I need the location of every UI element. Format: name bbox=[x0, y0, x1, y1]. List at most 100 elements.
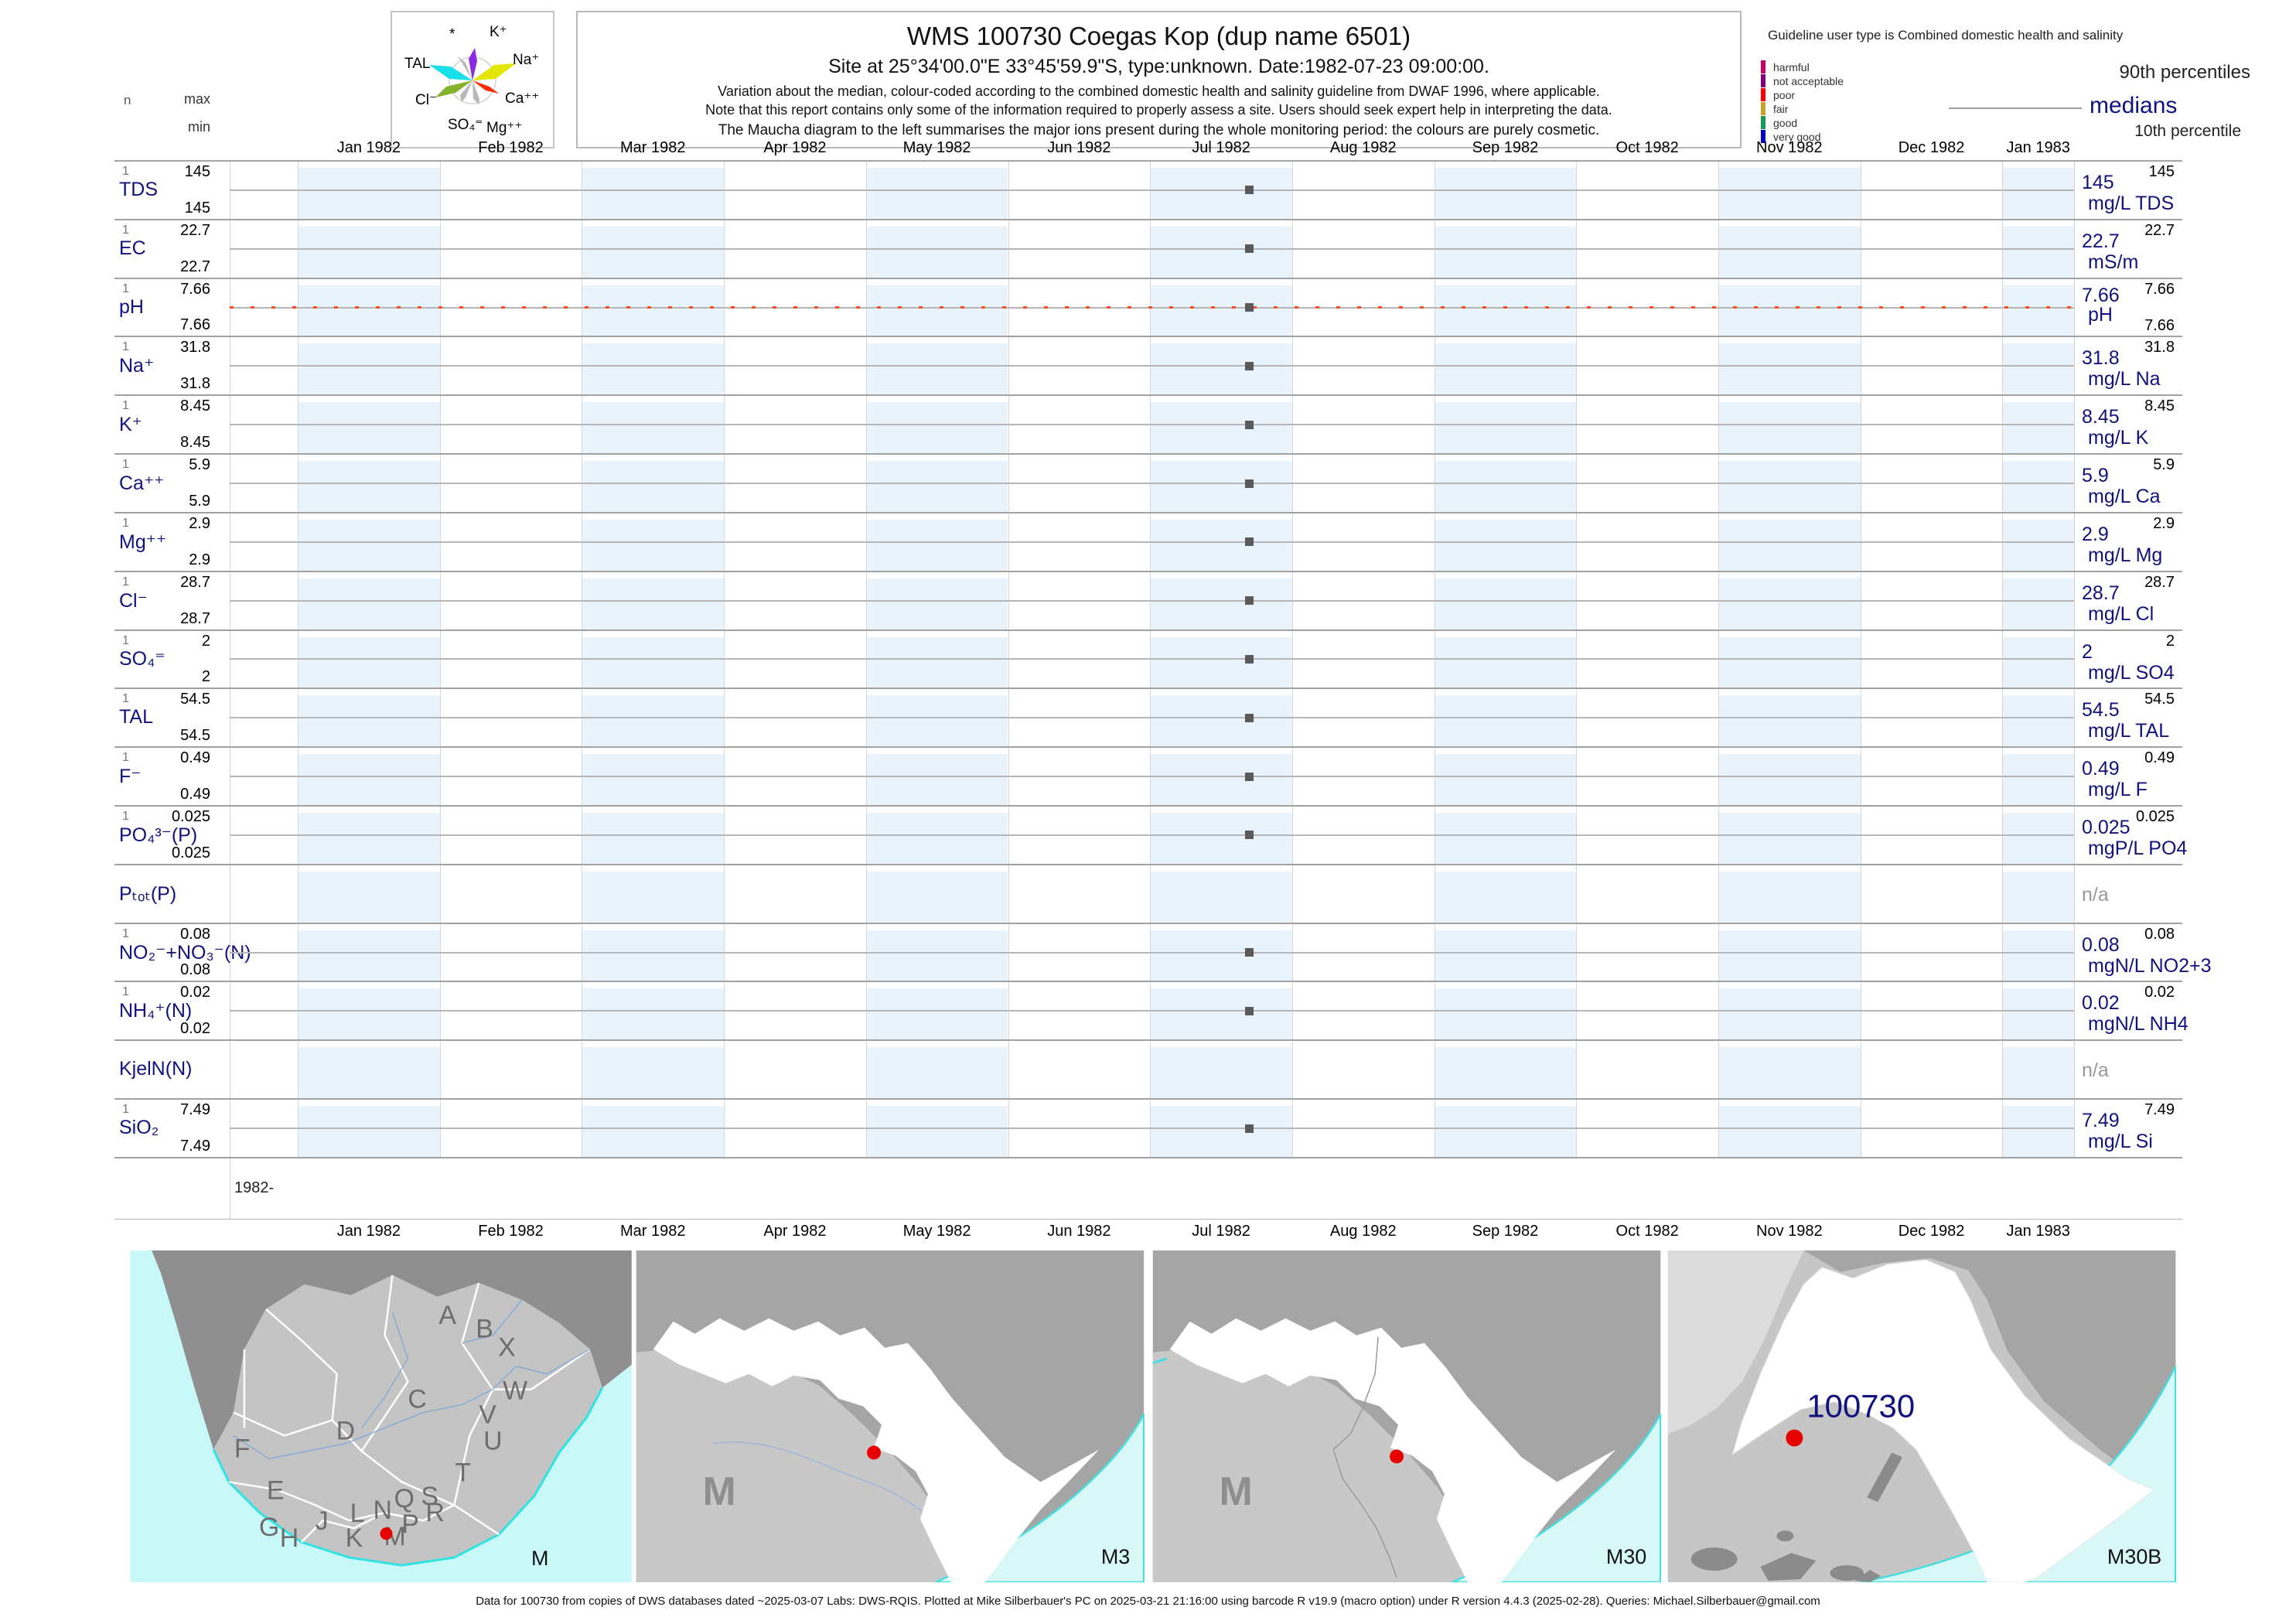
median-line bbox=[230, 951, 2074, 954]
row-boundary-line bbox=[114, 687, 2182, 690]
maucha-label-k: K⁺ bbox=[490, 24, 507, 40]
row-unit-label: mg/L Cl bbox=[2088, 602, 2154, 625]
row-90th-percentile: 54.5 bbox=[2144, 691, 2175, 708]
row-median-value: 0.49 bbox=[2082, 758, 2120, 780]
maucha-label-mg: Mg⁺⁺ bbox=[486, 120, 523, 136]
row-parameter-label: PO₄³⁻(P) bbox=[119, 824, 198, 846]
drainage-region-letter: U bbox=[483, 1426, 503, 1455]
row-max-value: 28.7 bbox=[180, 573, 210, 591]
row-boundary-line bbox=[114, 277, 2182, 279]
row-median-value: 0.08 bbox=[2082, 933, 2120, 956]
row-90th-percentile: 7.49 bbox=[2144, 1101, 2175, 1119]
maucha-diagram: * K⁺ TAL Na⁺ Cl⁻ Ca⁺⁺ SO₄⁼ Mg⁺⁺ bbox=[391, 11, 554, 148]
axis-header-n: n bbox=[124, 93, 131, 107]
row-max-value: 54.5 bbox=[180, 691, 210, 708]
legend-class-color bbox=[1761, 88, 1765, 101]
row-min-value: 0.49 bbox=[180, 786, 210, 803]
row-boundary-line bbox=[114, 746, 2182, 749]
data-point bbox=[1245, 420, 1254, 429]
legend-class-label: very good bbox=[1773, 131, 1821, 143]
drainage-region-letter: P bbox=[401, 1510, 419, 1539]
data-point bbox=[1245, 713, 1254, 722]
row-n-count: 1 bbox=[122, 810, 129, 824]
row-boundary-line bbox=[114, 570, 2182, 572]
row-90th-percentile: 31.8 bbox=[2144, 339, 2175, 357]
row-min-value: 0.025 bbox=[171, 844, 210, 861]
row-min-value: 7.66 bbox=[180, 316, 210, 334]
maucha-label-tal: TAL bbox=[404, 56, 431, 72]
map-drainage-m30: M M30 bbox=[1152, 1250, 1662, 1584]
row-top-gap bbox=[230, 162, 2073, 168]
data-point bbox=[1245, 1006, 1254, 1015]
drainage-region-letter: J bbox=[316, 1506, 329, 1536]
row-boundary-line bbox=[114, 805, 2182, 807]
row-parameter-label: EC bbox=[119, 237, 146, 259]
note-guideline: Variation about the median, colour-coded… bbox=[718, 84, 1600, 99]
row-parameter-label: SiO₂ bbox=[119, 1117, 159, 1139]
month-label-top: Dec 1982 bbox=[1898, 139, 1965, 156]
row-top-gap bbox=[230, 689, 2073, 696]
row-unit-label: mg/L K bbox=[2088, 427, 2149, 449]
drainage-region-letter: W bbox=[503, 1377, 527, 1406]
map-watermark-m: M bbox=[1220, 1469, 1253, 1513]
month-label-top: Aug 1982 bbox=[1329, 139, 1397, 156]
row-parameter-label: Mg⁺⁺ bbox=[119, 531, 167, 553]
row-n-count: 1 bbox=[122, 516, 129, 530]
row-parameter-label: Cl⁻ bbox=[119, 589, 148, 612]
data-point bbox=[1245, 479, 1254, 488]
data-point bbox=[1245, 654, 1254, 664]
row-unit-label: mgN/L NO2+3 bbox=[2088, 954, 2212, 977]
row-top-gap bbox=[230, 396, 2073, 403]
data-point bbox=[1245, 361, 1254, 370]
row-no-data: n/a bbox=[2082, 1059, 2109, 1082]
row-median-value: 0.02 bbox=[2082, 992, 2120, 1015]
month-boundary-line bbox=[2074, 161, 2075, 1158]
row-boundary-line bbox=[114, 218, 2182, 220]
row-top-gap bbox=[230, 982, 2073, 989]
row-boundary-line bbox=[114, 160, 2182, 162]
row-n-count: 1 bbox=[122, 692, 129, 706]
row-parameter-label: TAL bbox=[119, 706, 153, 728]
row-n-count: 1 bbox=[122, 458, 129, 472]
row-max-value: 2 bbox=[201, 632, 210, 650]
row-min-value: 2 bbox=[201, 668, 210, 686]
row-parameter-label: NO₂⁻+NO₃⁻(N) bbox=[119, 941, 251, 964]
title-box: WMS 100730 Coegas Kop (dup name 6501) Si… bbox=[576, 11, 1742, 148]
row-min-value: 28.7 bbox=[180, 609, 210, 627]
map-corner-label-m: M bbox=[531, 1547, 548, 1570]
station-dot bbox=[1786, 1429, 1803, 1447]
row-max-value: 5.9 bbox=[189, 456, 210, 474]
median-line bbox=[230, 834, 2074, 836]
row-90th-percentile: 22.7 bbox=[2144, 221, 2175, 239]
row-n-count: 1 bbox=[122, 340, 129, 354]
row-90th-percentile: 0.02 bbox=[2144, 984, 2175, 1001]
month-label-top: Sep 1982 bbox=[1472, 139, 1539, 156]
row-top-gap bbox=[230, 571, 2073, 578]
maucha-label-so4: SO₄⁼ bbox=[448, 117, 483, 133]
row-median-value: 8.45 bbox=[2082, 406, 2120, 428]
data-point bbox=[1245, 772, 1254, 781]
row-max-value: 7.66 bbox=[180, 280, 210, 298]
drainage-region-letter: F bbox=[234, 1434, 251, 1463]
row-parameter-label: F⁻ bbox=[119, 766, 142, 788]
month-label-bottom: May 1982 bbox=[902, 1223, 971, 1240]
month-label-bottom: Feb 1982 bbox=[478, 1223, 544, 1240]
month-label-top: Apr 1982 bbox=[763, 139, 827, 156]
data-point bbox=[1245, 303, 1254, 312]
row-parameter-label: SO₄⁼ bbox=[119, 648, 165, 670]
month-label-bottom: Jul 1982 bbox=[1192, 1223, 1250, 1240]
data-point bbox=[1245, 244, 1254, 254]
row-boundary-line bbox=[114, 511, 2182, 513]
map-drainage-m3: M M3 bbox=[636, 1250, 1145, 1584]
row-n-count: 1 bbox=[122, 575, 129, 589]
legend-class-color bbox=[1761, 60, 1765, 73]
row-top-gap bbox=[230, 865, 2073, 872]
row-boundary-line bbox=[114, 629, 2182, 631]
row-median-value: 145 bbox=[2082, 172, 2114, 193]
note-disclaimer: Note that this report contains only some… bbox=[705, 102, 1612, 118]
row-n-count: 1 bbox=[122, 926, 129, 940]
row-max-value: 7.49 bbox=[180, 1101, 210, 1119]
map-corner-label-m30: M30 bbox=[1606, 1545, 1646, 1568]
row-90th-percentile: 0.08 bbox=[2144, 925, 2175, 943]
footer-provenance: Data for 100730 from copies of DWS datab… bbox=[476, 1595, 1820, 1608]
